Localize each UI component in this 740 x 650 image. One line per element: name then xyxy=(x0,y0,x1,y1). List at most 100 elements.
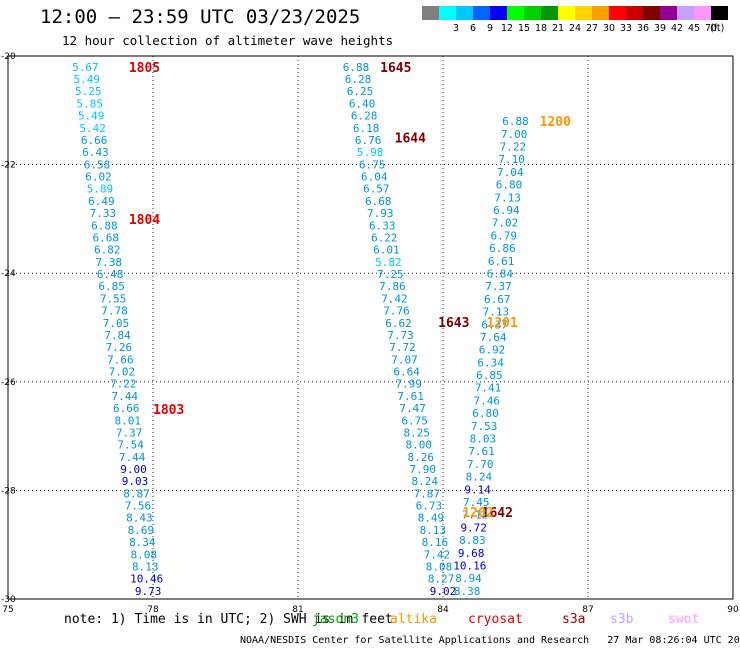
wave-height-value: 7.13 xyxy=(483,306,510,319)
footer-note: note: 1) Time is in UTC; 2) SWH is in fe… xyxy=(64,612,393,627)
wave-height-value: 8.43 xyxy=(126,512,153,525)
satellite-s3b: s3b xyxy=(610,612,634,627)
wave-height-value: 6.66 xyxy=(81,134,108,147)
wave-height-value: 6.80 xyxy=(472,407,499,420)
wave-height-value: 7.61 xyxy=(468,445,495,458)
wave-height-value: 8.26 xyxy=(407,451,434,464)
pass-time-label: 1805 xyxy=(129,61,160,76)
wave-height-value: 7.22 xyxy=(500,141,527,154)
pass-time-label: 1644 xyxy=(395,131,426,146)
wave-height-value: 7.54 xyxy=(117,439,144,452)
wave-height-value: 6.25 xyxy=(347,85,374,98)
wave-height-value: 6.49 xyxy=(88,195,115,208)
wave-height-value: 5.82 xyxy=(375,256,402,269)
wave-height-value: 6.01 xyxy=(373,244,400,257)
pass-time-label: 1645 xyxy=(380,61,411,76)
wave-height-value: 7.37 xyxy=(116,426,143,439)
wave-height-value: 7.78 xyxy=(101,305,128,318)
wave-height-value: 8.24 xyxy=(412,475,439,488)
legend-label: 42 xyxy=(670,23,684,34)
wave-height-value: 6.73 xyxy=(416,500,443,513)
wave-height-value: 8.03 xyxy=(470,433,497,446)
wave-height-value: 5.49 xyxy=(74,73,101,86)
wave-height-value: 8.69 xyxy=(128,524,155,537)
wave-height-value: 6.22 xyxy=(371,231,398,244)
wave-height-value: 6.48 xyxy=(97,268,124,281)
y-tick-label: -28 xyxy=(1,486,16,496)
wave-height-value: 5.25 xyxy=(75,85,102,98)
x-tick-label: 75 xyxy=(2,605,13,615)
y-tick-label: -26 xyxy=(1,378,16,388)
wave-height-value: 8.38 xyxy=(454,585,481,598)
wave-height-value: 7.05 xyxy=(103,317,130,330)
wave-height-value: 9.03 xyxy=(122,475,149,488)
wave-height-value: 6.33 xyxy=(369,219,396,232)
legend-label: 24 xyxy=(568,23,582,34)
wave-height-value: 6.88 xyxy=(343,61,370,74)
wave-height-value: 8.16 xyxy=(422,536,449,549)
wave-height-value: 8.27 xyxy=(428,573,455,586)
wave-height-value: 6.57 xyxy=(363,183,390,196)
wave-height-value: 6.18 xyxy=(353,122,380,135)
wave-height-value: 7.47 xyxy=(399,402,426,415)
wave-height-value: 7.55 xyxy=(100,292,127,305)
pass-time-label: 1200 xyxy=(540,115,571,130)
legend-label: 39 xyxy=(653,23,667,34)
wave-height-value: 8.13 xyxy=(132,560,159,573)
wave-height-value: 8.08 xyxy=(426,560,453,573)
x-tick-label: 84 xyxy=(437,605,449,615)
wave-height-value: 5.42 xyxy=(79,122,106,135)
wave-height-value: 8.13 xyxy=(420,524,447,537)
legend-label: 15 xyxy=(517,23,531,34)
wave-height-value: 7.13 xyxy=(494,191,521,204)
wave-height-value: 9.02 xyxy=(430,585,457,598)
wave-height-value: 6.62 xyxy=(385,317,412,330)
wave-height-value: 6.76 xyxy=(355,134,382,147)
wave-height-value: 7.45 xyxy=(463,496,490,509)
legend-label: 18 xyxy=(534,23,548,34)
wave-height-value: 7.90 xyxy=(410,463,437,476)
wave-height-value: 7.46 xyxy=(474,394,501,407)
wave-height-value: 8.01 xyxy=(114,414,141,427)
wave-height-value: 6.75 xyxy=(401,414,428,427)
wave-height-value: 7.22 xyxy=(110,378,137,391)
legend-swatch xyxy=(592,6,609,20)
wave-height-value: 7.37 xyxy=(485,280,512,293)
credit-line: NOAA/NESDIS Center for Satellite Applica… xyxy=(240,635,740,646)
wave-height-value: 6.75 xyxy=(359,158,386,171)
wave-height-value: 5.98 xyxy=(357,146,384,159)
wave-height-value: 7.02 xyxy=(109,366,136,379)
legend-swatch xyxy=(490,6,507,20)
satellite-jason3: jason3 xyxy=(312,612,359,627)
wave-height-value: 10.46 xyxy=(130,573,163,586)
wave-height-value: 6.28 xyxy=(351,110,378,123)
legend-swatch xyxy=(711,6,728,20)
wave-height-value: 8.83 xyxy=(459,534,486,547)
map-subtitle: 12 hour collection of altimeter wave hei… xyxy=(62,33,394,48)
wave-height-value: 7.84 xyxy=(104,329,131,342)
wave-height-value: 8.08 xyxy=(131,548,158,561)
wave-height-value: 5.85 xyxy=(76,97,103,110)
legend-label: 12 xyxy=(500,23,514,34)
wave-height-value: 9.14 xyxy=(464,483,491,496)
legend-swatch xyxy=(524,6,541,20)
wave-height-value: 8.24 xyxy=(466,471,493,484)
wave-height-value: 9.73 xyxy=(135,585,162,598)
legend-swatch xyxy=(677,6,694,20)
wave-height-value: 6.04 xyxy=(361,171,388,184)
pass-time-label: 1201 xyxy=(487,316,518,331)
y-tick-label: -22 xyxy=(1,161,16,171)
wave-height-value: 7.02 xyxy=(492,217,519,230)
wave-height-value: 6.37 xyxy=(481,318,508,331)
wave-height-value: 7.00 xyxy=(501,128,528,141)
legend-label: 36 xyxy=(636,23,650,34)
wave-height-value: 7.44 xyxy=(112,390,139,403)
legend-swatch xyxy=(694,6,711,20)
wave-height-value: 8.34 xyxy=(129,536,156,549)
map-title: 12:00 – 23:59 UTC 03/23/2025 xyxy=(40,6,361,28)
wave-height-value: 6.58 xyxy=(84,158,111,171)
wave-height-value: 5.89 xyxy=(87,183,114,196)
legend-swatch xyxy=(541,6,558,20)
x-tick-label: 81 xyxy=(292,605,303,615)
